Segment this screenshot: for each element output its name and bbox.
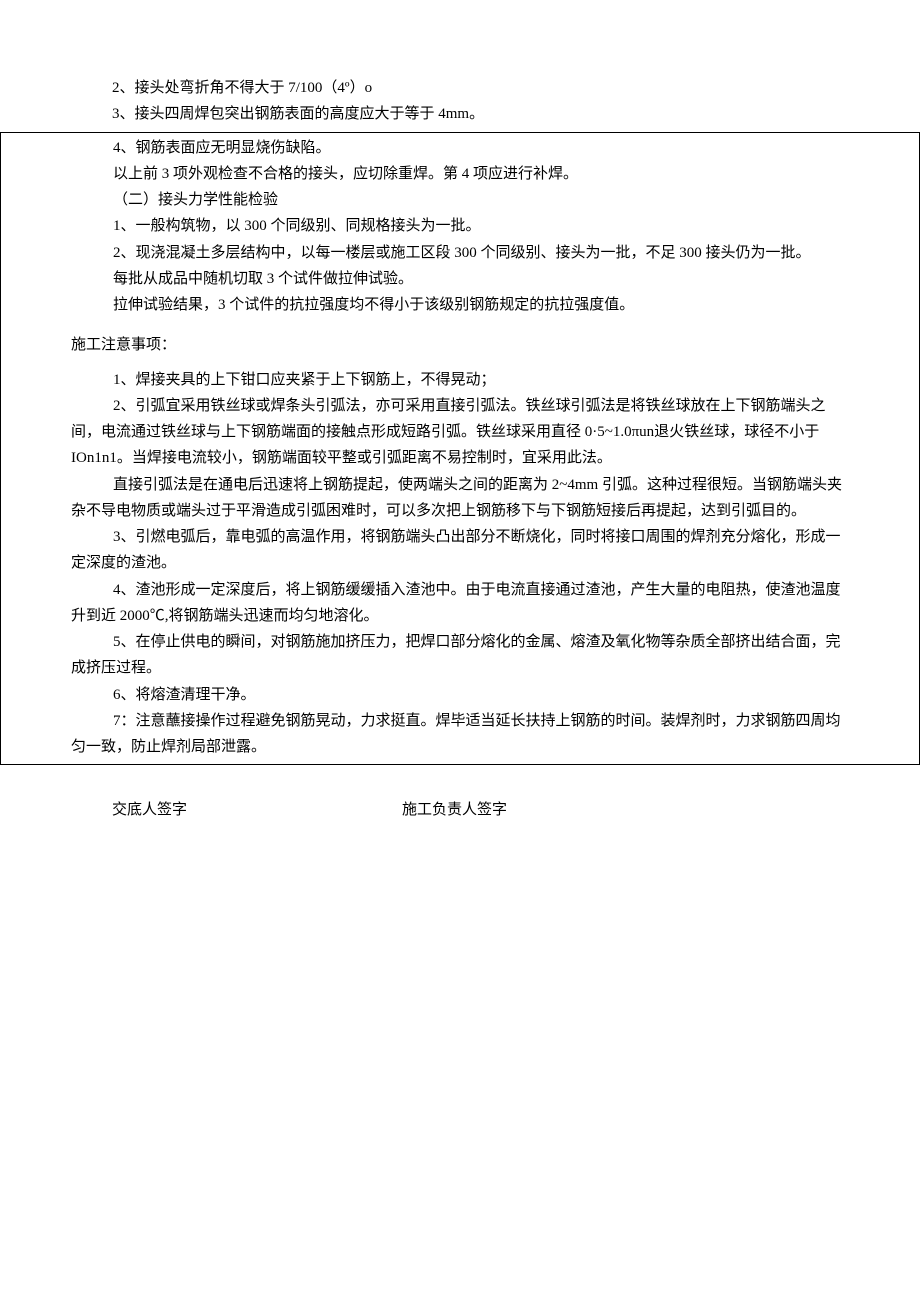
top-line-2: 3、接头四周焊包突出钢筋表面的高度应大于等于 4mm。 bbox=[112, 101, 850, 127]
box-p4: 1、一般构筑物，以 300 个同级别、同规格接头为一批。 bbox=[71, 213, 849, 239]
note-1: 1、焊接夹具的上下钳口应夹紧于上下钢筋上，不得晃动； bbox=[71, 367, 849, 393]
boxed-content: 4、钢筋表面应无明显烧伤缺陷。 以上前 3 项外观检查不合格的接头，应切除重焊。… bbox=[0, 132, 920, 766]
box-p6: 每批从成品中随机切取 3 个试件做拉伸试验。 bbox=[71, 266, 849, 292]
signature-right: 施工负责人签字 bbox=[402, 797, 850, 823]
box-p7: 拉伸试验结果，3 个试件的抗拉强度均不得小于该级别钢筋规定的抗拉强度值。 bbox=[71, 292, 849, 318]
top-line-1: 2、接头处弯折角不得大于 7/100（4º）o bbox=[112, 75, 850, 101]
signature-row: 交底人签字 施工负责人签字 bbox=[70, 797, 850, 823]
box-p5: 2、现浇混凝土多层结构中，以每一楼层或施工区段 300 个同级别、接头为一批，不… bbox=[71, 240, 849, 266]
note-7: 6、将熔渣清理干净。 bbox=[71, 682, 849, 708]
note-2: 2、引弧宜采用铁丝球或焊条头引弧法，亦可采用直接引弧法。铁丝球引弧法是将铁丝球放… bbox=[71, 393, 849, 472]
signature-left: 交底人签字 bbox=[112, 797, 402, 823]
note-4: 3、引燃电弧后，靠电弧的高温作用，将钢筋端头凸出部分不断烧化，同时将接口周围的焊… bbox=[71, 524, 849, 577]
box-p1: 4、钢筋表面应无明显烧伤缺陷。 bbox=[71, 135, 849, 161]
section-title: 施工注意事项： bbox=[71, 332, 849, 358]
note-6: 5、在停止供电的瞬间，对钢筋施加挤压力，把焊口部分熔化的金属、熔渣及氧化物等杂质… bbox=[71, 629, 849, 682]
note-5: 4、渣池形成一定深度后，将上钢筋缓缓插入渣池中。由于电流直接通过渣池，产生大量的… bbox=[71, 577, 849, 630]
box-p3: （二）接头力学性能检验 bbox=[71, 187, 849, 213]
top-section: 2、接头处弯折角不得大于 7/100（4º）o 3、接头四周焊包突出钢筋表面的高… bbox=[70, 75, 850, 128]
document-page: 2、接头处弯折角不得大于 7/100（4º）o 3、接头四周焊包突出钢筋表面的高… bbox=[0, 0, 920, 824]
note-8: 7：注意蘸接操作过程避免钢筋晃动，力求挺直。焊毕适当延长扶持上钢筋的时间。装焊剂… bbox=[71, 708, 849, 761]
box-p2: 以上前 3 项外观检查不合格的接头，应切除重焊。第 4 项应进行补焊。 bbox=[71, 161, 849, 187]
note-3: 直接引弧法是在通电后迅速将上钢筋提起，使两端头之间的距离为 2~4mm 引弧。这… bbox=[71, 472, 849, 525]
boxed-inner: 4、钢筋表面应无明显烧伤缺陷。 以上前 3 项外观检查不合格的接头，应切除重焊。… bbox=[1, 135, 919, 761]
